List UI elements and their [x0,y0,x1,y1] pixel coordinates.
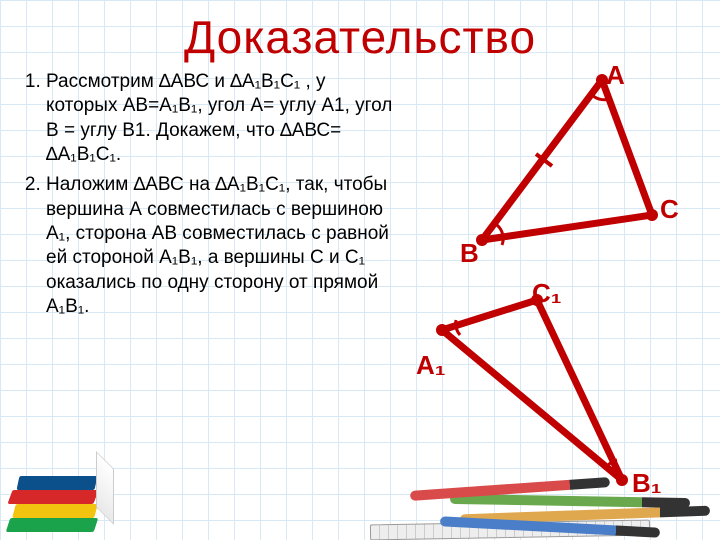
pen-green-icon [450,494,690,508]
proof-text: Рассмотрим ∆АВС и ∆А₁В₁С₁ , у которых АВ… [12,70,412,325]
diagrams: А В С А₁ В₁ С₁ [412,70,720,325]
book-red [7,490,98,504]
label-a: А [606,60,625,91]
book-blue [17,476,98,490]
proof-steps: Рассмотрим ∆АВС и ∆А₁В₁С₁ , у которых АВ… [12,70,402,319]
slide-content: Доказательство Рассмотрим ∆АВС и ∆А₁В₁С₁… [0,0,720,325]
triangle-abc-svg [442,70,702,270]
pens-decoration [300,480,720,540]
label-a1: А₁ [416,350,446,381]
label-c: С [660,194,679,225]
book-yellow [12,504,98,518]
book-green [6,518,99,532]
triangle-abc: А В С [442,70,702,270]
body-row: Рассмотрим ∆АВС и ∆А₁В₁С₁ , у которых АВ… [0,64,720,325]
label-c1: С₁ [532,278,562,309]
label-b: В [460,238,479,269]
triangle-a1b1c1: А₁ В₁ С₁ [422,290,682,510]
page-title: Доказательство [0,0,720,64]
step-1: Рассмотрим ∆АВС и ∆А₁В₁С₁ , у которых АВ… [46,70,402,167]
step-2: Наложим ∆АВС на ∆А₁В₁С₁, так, чтобы верш… [46,173,402,319]
